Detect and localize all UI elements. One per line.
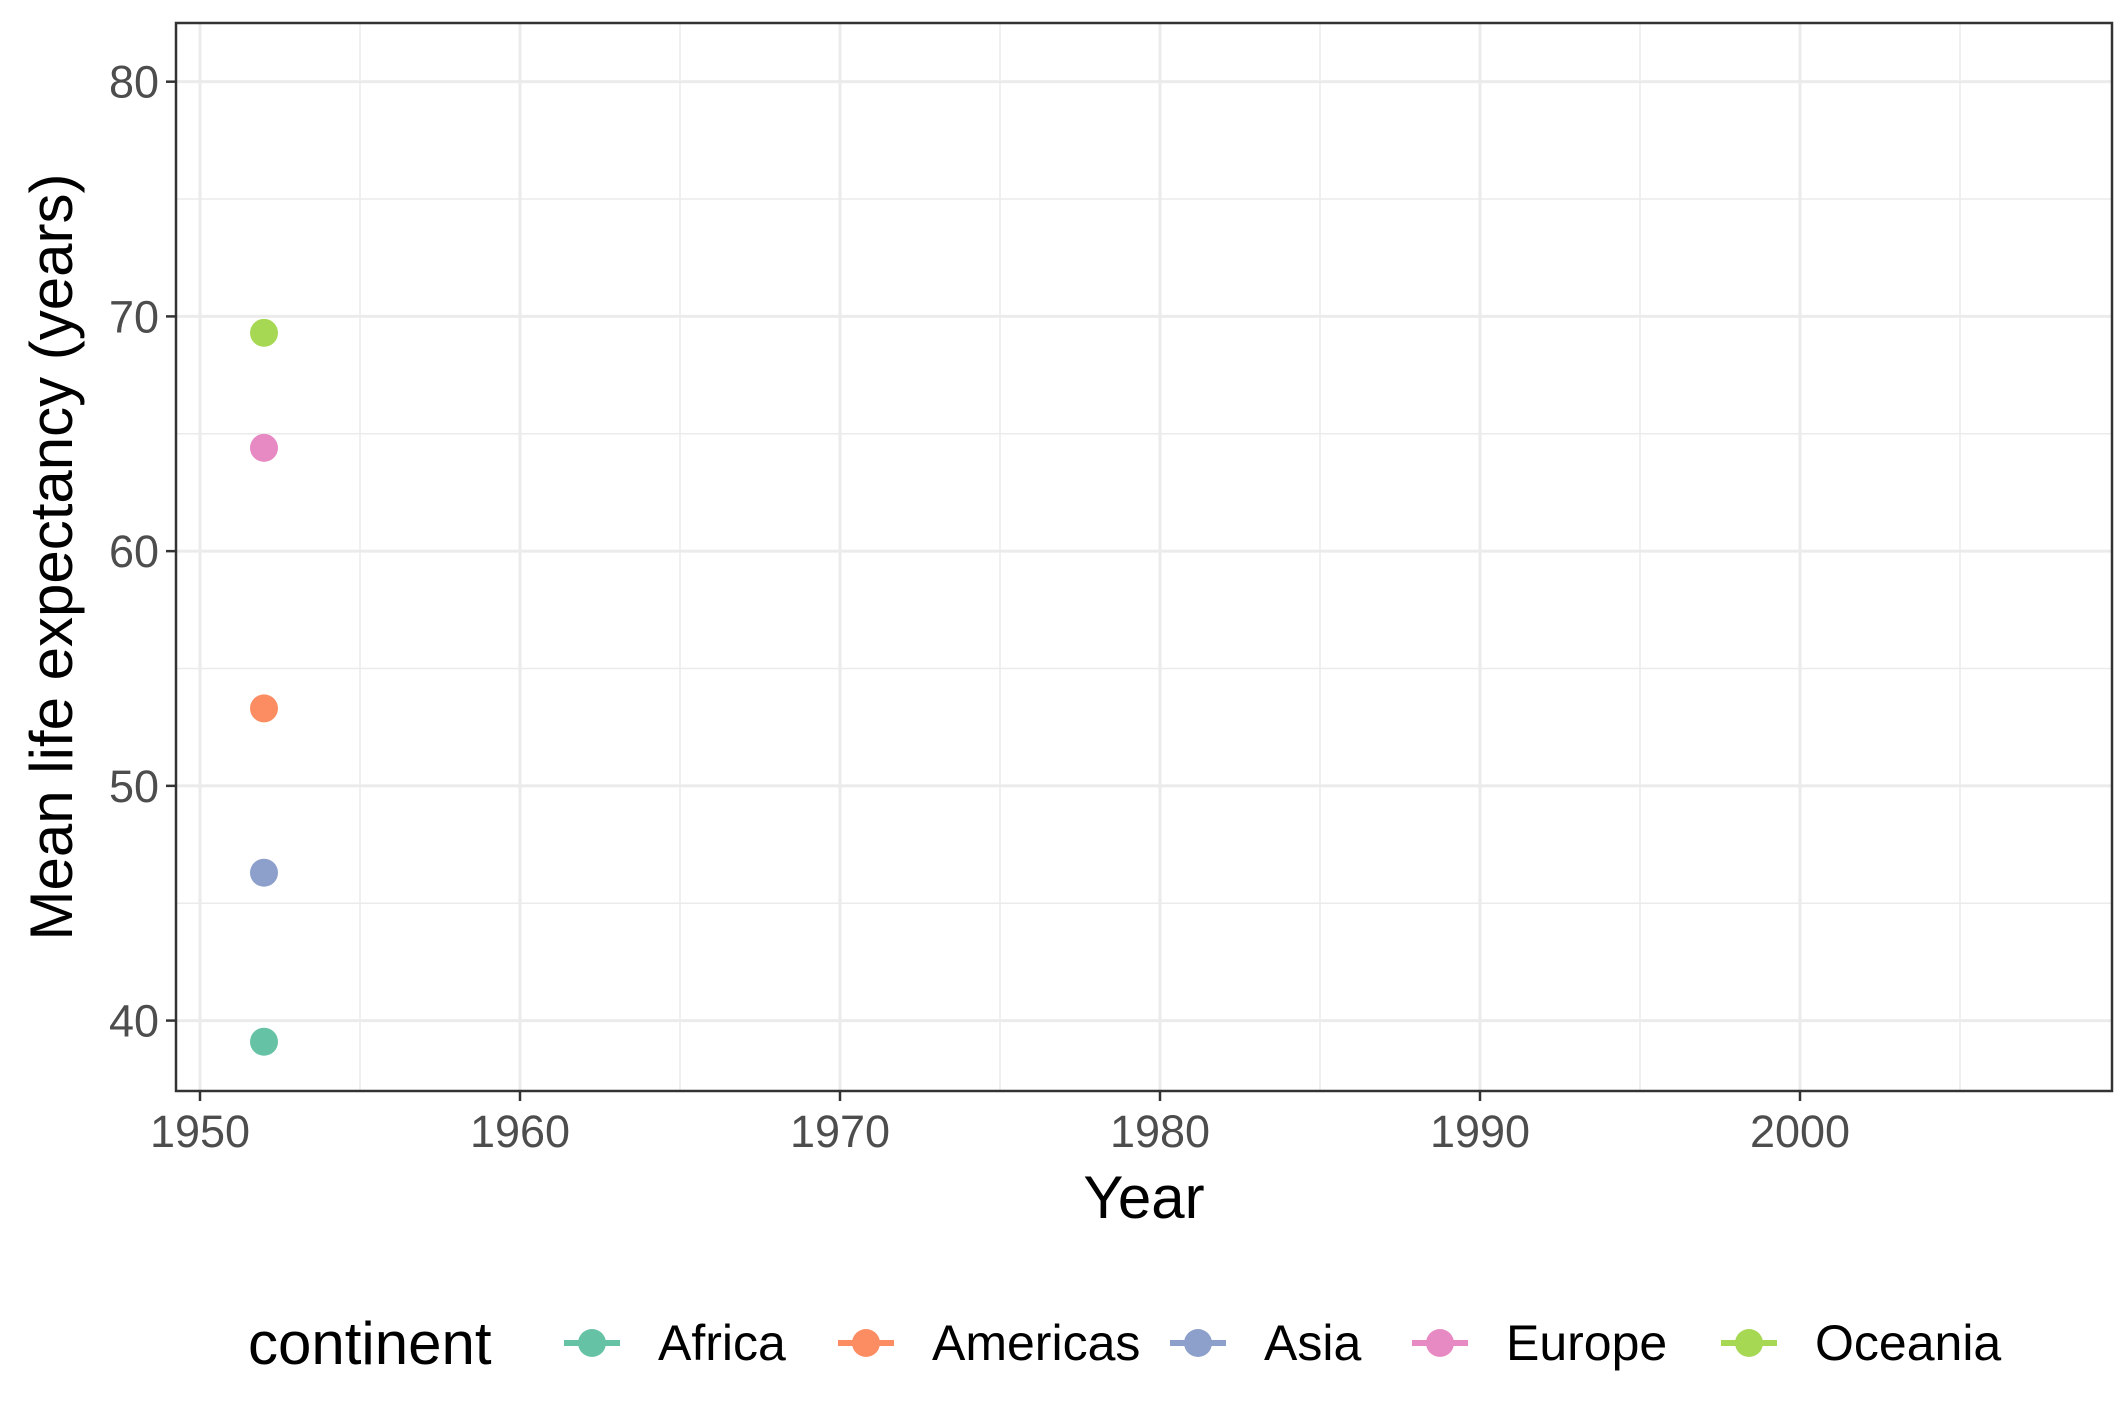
data-point-europe xyxy=(250,433,278,462)
legend-label-oceania: Oceania xyxy=(1815,1315,2001,1371)
legend-key-point-africa xyxy=(578,1329,606,1357)
legend-key-point-europe xyxy=(1426,1329,1454,1357)
grid xyxy=(176,23,2112,1091)
legend-title: continent xyxy=(248,1310,492,1377)
legend-label-americas: Americas xyxy=(932,1315,1140,1371)
legend: continent Africa Americas Asia Europe Oceani… xyxy=(248,1310,2001,1377)
x-tick-label: 1960 xyxy=(470,1106,570,1157)
plot-panel-border xyxy=(174,21,2114,1093)
y-tick-label: 40 xyxy=(109,996,159,1047)
data-points xyxy=(250,318,278,1056)
x-tick-label: 1980 xyxy=(1110,1106,1210,1157)
data-point-oceania xyxy=(250,318,278,347)
x-tick-label: 1970 xyxy=(790,1106,890,1157)
x-tick-label: 2000 xyxy=(1750,1106,1850,1157)
x-axis-title: Year xyxy=(1083,1164,1204,1231)
y-tick-label: 80 xyxy=(109,57,159,108)
y-tick-label: 60 xyxy=(109,526,159,577)
legend-label-europe: Europe xyxy=(1506,1315,1667,1371)
axes: 1950 1960 1970 1980 1990 2000 40 50 60 70 80 xyxy=(109,57,1850,1157)
legend-key-point-oceania xyxy=(1735,1329,1763,1357)
x-tick-label: 1990 xyxy=(1430,1106,1530,1157)
legend-label-asia: Asia xyxy=(1264,1315,1361,1371)
legend-key-point-americas xyxy=(852,1329,880,1357)
y-tick-label: 50 xyxy=(109,761,159,812)
legend-key-point-asia xyxy=(1184,1329,1212,1357)
data-point-africa xyxy=(250,1027,278,1056)
legend-label-africa: Africa xyxy=(658,1315,786,1371)
x-tick-label: 1950 xyxy=(150,1106,250,1157)
data-point-asia xyxy=(250,858,278,887)
data-point-americas xyxy=(250,694,278,723)
y-axis-title: Mean life expectancy (years) xyxy=(18,174,85,941)
y-tick-label: 70 xyxy=(109,291,159,342)
